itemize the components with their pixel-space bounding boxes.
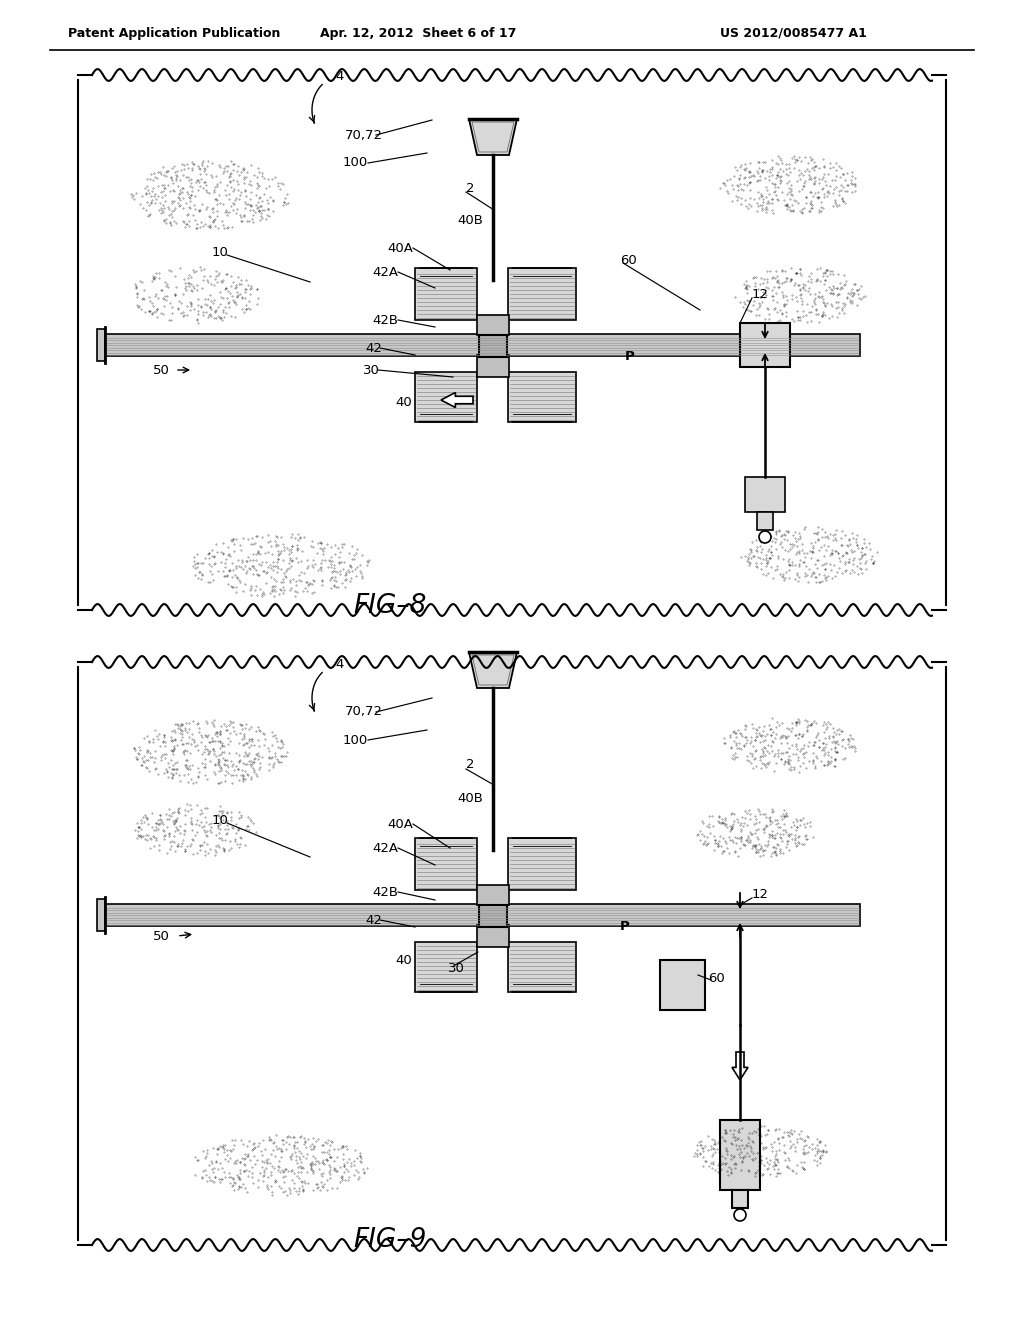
Text: 40A: 40A [387,817,413,830]
Bar [745,477,785,512]
Polygon shape [732,1052,748,1080]
Text: FIG–9: FIG–9 [353,1228,427,1253]
Bar [720,1119,760,1191]
Bar [415,268,477,319]
Text: 42: 42 [365,342,382,355]
Circle shape [734,1209,746,1221]
Bar [477,315,509,335]
Text: 40A: 40A [387,242,413,255]
Text: P: P [625,351,635,363]
Bar [508,268,575,319]
Bar [477,355,509,378]
Text: 42B: 42B [372,886,398,899]
Text: 10: 10 [212,813,229,826]
Text: 2: 2 [466,181,474,194]
Bar [79,663,945,1245]
Text: Patent Application Publication: Patent Application Publication [68,26,281,40]
Text: 4: 4 [335,659,343,672]
Polygon shape [441,392,473,408]
Text: 60: 60 [620,253,637,267]
Bar [415,372,477,422]
Text: 12: 12 [752,289,769,301]
Bar [479,335,507,356]
Text: 42A: 42A [372,265,398,279]
Text: 40: 40 [395,953,412,966]
Bar [477,925,509,946]
Text: 40B: 40B [457,214,483,227]
Bar [740,323,790,367]
Bar [97,329,105,360]
Text: 42B: 42B [372,314,398,326]
Text: 42A: 42A [372,842,398,854]
Text: Apr. 12, 2012  Sheet 6 of 17: Apr. 12, 2012 Sheet 6 of 17 [319,26,516,40]
Text: 70,72: 70,72 [345,128,383,141]
Text: 4: 4 [335,70,343,83]
Text: 2: 2 [466,759,474,771]
Text: 70,72: 70,72 [345,705,383,718]
Text: 10: 10 [212,246,229,259]
Polygon shape [469,119,517,154]
Text: 100: 100 [343,157,369,169]
Bar [508,942,575,993]
Text: 60: 60 [708,972,725,985]
Bar [660,960,705,1010]
Bar [105,334,860,356]
Bar [508,372,575,422]
Bar [757,512,773,531]
Polygon shape [469,652,517,688]
Bar [79,75,945,610]
Text: 50: 50 [153,363,170,376]
Text: 40B: 40B [457,792,483,804]
Text: 12: 12 [752,888,769,902]
Text: 42: 42 [365,913,382,927]
Text: P: P [620,920,630,933]
Bar [508,838,575,890]
Text: 30: 30 [362,363,380,376]
Bar [477,884,509,906]
Text: US 2012/0085477 A1: US 2012/0085477 A1 [720,26,867,40]
Text: 40: 40 [395,396,412,408]
Text: 100: 100 [343,734,369,747]
Bar [105,904,860,927]
Bar [415,942,477,993]
Bar [732,1191,748,1208]
Bar [479,906,507,927]
Bar [415,838,477,890]
Circle shape [759,531,771,543]
Text: 50: 50 [153,931,170,944]
Text: 30: 30 [449,961,465,974]
Text: FIG–8: FIG–8 [353,593,427,619]
Bar [97,899,105,931]
